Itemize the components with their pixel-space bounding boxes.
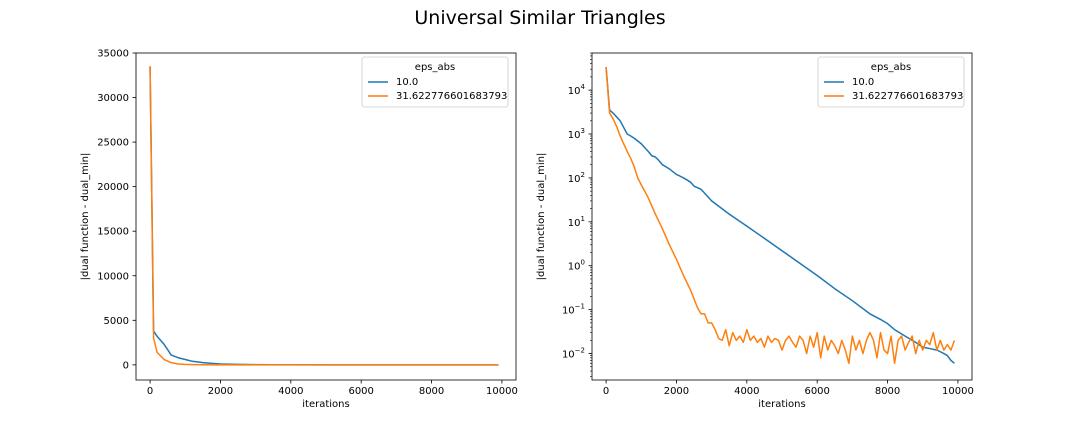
chart1-legend-title: eps_abs [415, 62, 455, 73]
chart2-axes-frame [591, 52, 973, 381]
figure-title: Universal Similar Triangles [414, 7, 665, 29]
chart1-y-tick-label: 10000 [97, 271, 129, 282]
chart1-y-tick-label: 15000 [97, 227, 129, 238]
chart1-legend: eps_abs 10.0 31.622776601683793 [361, 56, 509, 108]
chart2-x-tick-label: 6000 [804, 386, 829, 397]
chart2-x-tick-label: 8000 [875, 386, 900, 397]
chart1-y-tick-label: 25000 [97, 138, 129, 149]
chart1-x-tick-label: 8000 [419, 386, 444, 397]
chart1-group: 0 2000 4000 6000 8000 10000 0 5000 10000 15000 200… [80, 49, 518, 411]
chart1-x-tick-label: 6000 [348, 386, 373, 397]
chart2-y-tick-label: 100 [568, 259, 585, 273]
chart1-y-tick-label: 0 [123, 360, 129, 371]
chart1-axes-frame [135, 52, 517, 381]
chart2-legend-title: eps_abs [871, 62, 911, 73]
chart2-x-tick-label: 2000 [664, 386, 689, 397]
chart2-legend: eps_abs 10.0 31.622776601683793 [817, 56, 965, 108]
chart1-x-tick-label: 10000 [486, 386, 518, 397]
chart2-y-tick-label: 101 [568, 215, 585, 229]
chart2-y-axis-label: |dual function - dual_min| [536, 153, 547, 281]
chart1-y-tick-label: 20000 [97, 182, 129, 193]
chart2-series-line-2 [605, 66, 956, 365]
chart2-x-tick-label: 0 [603, 386, 609, 397]
chart1-y-tick-label: 35000 [97, 49, 129, 60]
chart2-y-tick-label: 104 [568, 83, 586, 97]
chart1-legend-box [361, 56, 509, 108]
chart1-x-tick-label: 4000 [278, 386, 303, 397]
chart2-group: 0 2000 4000 6000 8000 10000 10−2 10−1 100 101 102 1… [536, 52, 974, 410]
chart2-legend-entry: 10.0 [852, 77, 874, 88]
chart1-x-tick-label: 0 [147, 386, 153, 397]
chart1-legend-entry: 10.0 [396, 77, 418, 88]
chart1-x-axis-label: iterations [302, 399, 349, 410]
chart1-y-axis-label: |dual function - dual_min| [80, 153, 91, 281]
chart2-x-tick-label: 10000 [942, 386, 974, 397]
chart2-y-tick-label: 102 [568, 171, 585, 185]
chart2-x-axis-label: iterations [758, 399, 805, 410]
chart2-y-tick-label: 10−1 [562, 303, 585, 317]
chart1-y-tick-label: 30000 [97, 93, 129, 104]
chart2-legend-box [817, 56, 965, 108]
chart1-x-tick-label: 2000 [208, 386, 233, 397]
chart2-x-tick-label: 4000 [734, 386, 759, 397]
chart2-y-tick-label: 10−2 [562, 347, 585, 361]
chart1-y-tick-label: 5000 [104, 316, 129, 327]
chart2-series-line-1 [605, 66, 955, 364]
chart1-series-line-2 [149, 66, 499, 366]
chart1-legend-entry: 31.622776601683793 [396, 91, 507, 102]
chart2-legend-entry: 31.622776601683793 [852, 91, 963, 102]
chart1-series-line-1 [149, 66, 499, 366]
chart2-y-tick-label: 103 [568, 127, 585, 141]
